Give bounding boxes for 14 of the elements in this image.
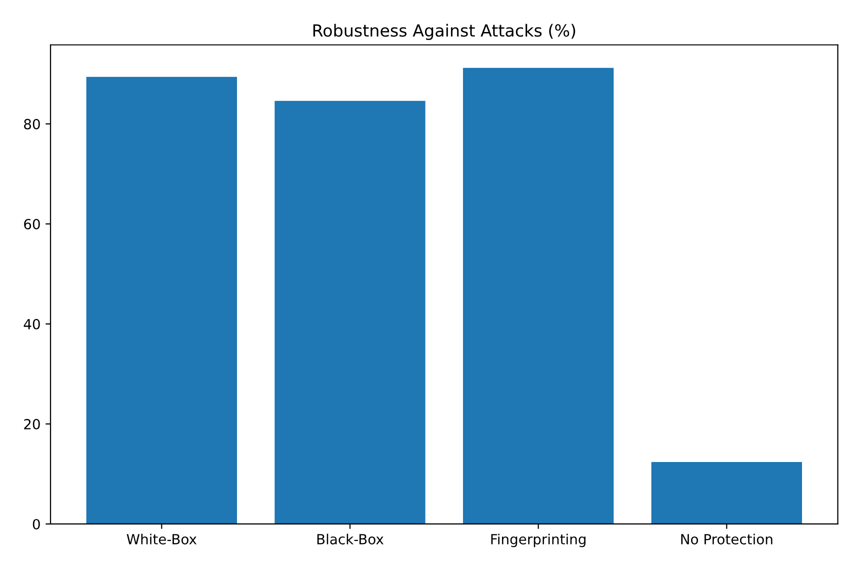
bar [86,76,237,524]
y-tick-label: 80 [24,118,40,130]
bar [274,100,426,524]
x-tick-label: Black-Box [317,534,384,544]
x-tick-label: Fingerprinting [491,534,586,548]
x-tick-label: No Protection [681,534,772,544]
x-tick-label: White-Box [126,534,197,544]
y-tick-label: 40 [24,318,40,330]
y-tick-label: 20 [24,418,40,430]
chart-title: Robustness Against Attacks (%) [313,24,576,40]
bar [462,68,614,524]
bar [651,462,802,524]
y-tick-label: 60 [24,218,40,230]
y-tick-label: 0 [32,518,40,530]
